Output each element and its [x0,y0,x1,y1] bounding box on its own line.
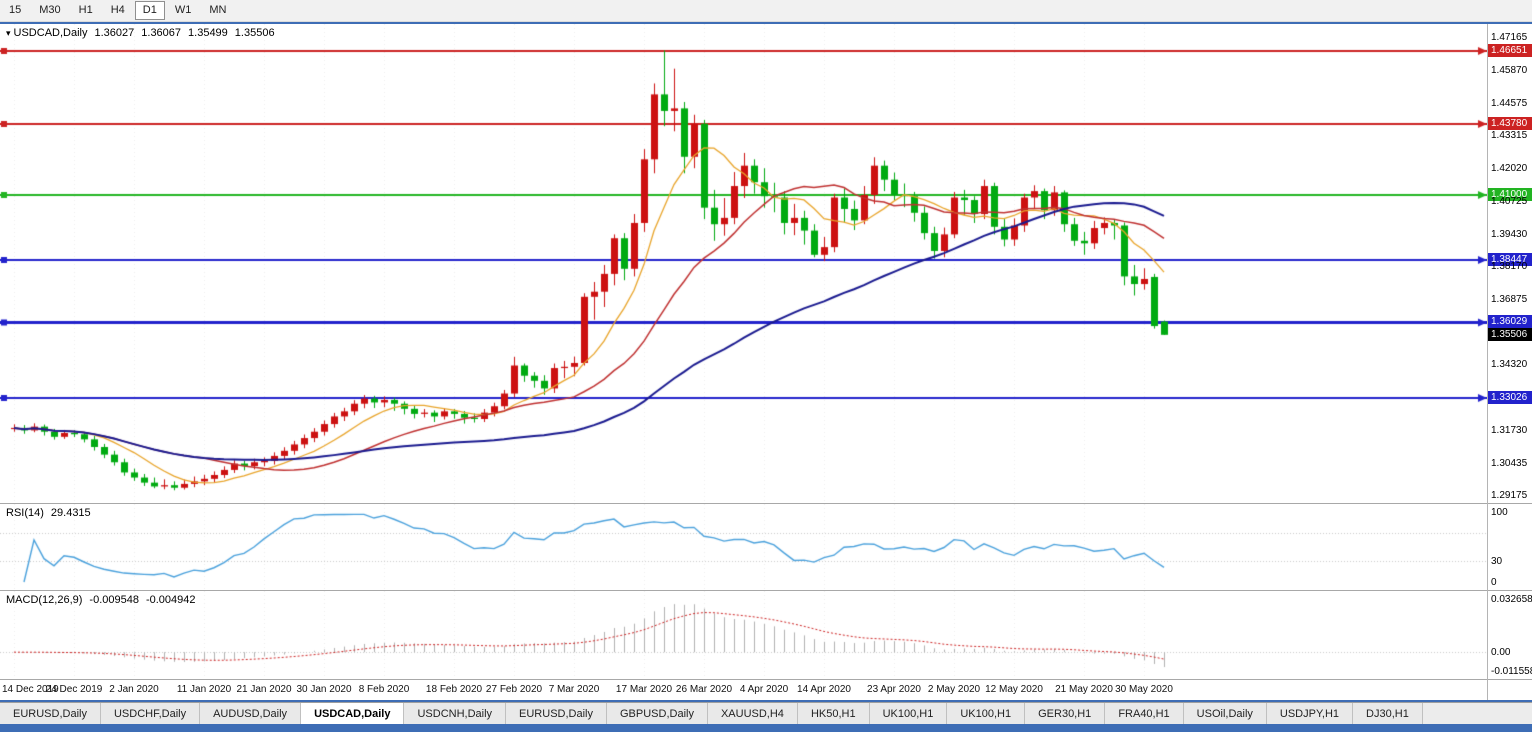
price-axis-separator [1487,24,1488,700]
panel-separator [0,679,1532,680]
macd-canvas[interactable] [0,591,1487,679]
ohlc-open: 1.36027 [94,27,135,39]
price-tick: 1.42020 [1491,162,1528,174]
price-tick: 1.45870 [1491,64,1528,76]
date-label: 14 Dec 2019 [2,684,59,695]
chart-tab-audusd-daily[interactable]: AUDUSD,Daily [200,703,302,724]
macd-scale-tick: 0.032658 [1491,594,1532,605]
price-tick: 1.47165 [1491,32,1528,43]
macd-main-value: -0.009548 [89,594,139,606]
chart-tabs: EURUSD,Daily USDCHF,Daily AUDUSD,Daily USDC… [0,702,1532,724]
date-label: 11 Jan 2020 [176,684,232,695]
price-tick: 1.31730 [1491,424,1528,436]
chart-tab-usdcnh-daily[interactable]: USDCNH,Daily [404,703,507,724]
chart-window-top-border [0,22,1532,24]
date-label: 7 Mar 2020 [548,684,600,695]
price-level-label: 1.33026 [1488,390,1532,404]
chart-title: ▾ USDCAD,Daily 1.36027 1.36067 1.35499 1.3550… [6,27,275,39]
chart-window-bottom-border [0,700,1532,702]
macd-name: MACD(12,26,9) [6,594,83,606]
price-chart-canvas[interactable] [0,24,1487,503]
chart-tab-eurusd-daily[interactable]: EURUSD,Daily [506,703,607,724]
time-axis[interactable]: 14 Dec 2019 24 Dec 2019 2 Jan 2020 11 Jan 2… [0,680,1487,700]
date-label: 18 Feb 2020 [425,684,483,695]
timeframe-button-h1[interactable]: H1 [78,4,93,16]
date-label: 4 Apr 2020 [739,684,789,695]
rsi-name: RSI(14) [6,507,44,519]
chart-symbol: USDCAD,Daily [13,27,88,39]
price-tick: 1.34320 [1491,359,1528,370]
chart-tab-usdcad-daily[interactable]: USDCAD,Daily [301,703,405,724]
timeframe-button-h4[interactable]: H4 [110,4,125,16]
macd-panel: MACD(12,26,9) -0.009548 -0.004942 [0,591,1487,679]
price-tick: 1.39430 [1491,228,1528,240]
panel-separator[interactable] [0,590,1532,591]
date-label: 14 Apr 2020 [797,684,851,695]
date-label: 21 Jan 2020 [236,684,292,695]
chart-tab-uk100-h1[interactable]: UK100,H1 [947,703,1026,724]
price-level-label: 1.36029 [1488,314,1532,328]
price-tick: 1.40725 [1491,195,1528,207]
price-level-label: 1.38447 [1488,252,1532,266]
macd-title: MACD(12,26,9) -0.009548 -0.004942 [6,594,196,606]
chart-tab-gbpusd-daily[interactable]: GBPUSD,Daily [607,703,708,724]
rsi-scale-tick: 0 [1491,577,1497,588]
date-label: 24 Dec 2019 [45,684,103,695]
date-label: 26 Mar 2020 [675,684,733,695]
timeframe-toolbar: 15 M30 H1 H4 D1 W1 MN [0,0,1532,22]
rsi-value: 29.4315 [50,507,91,519]
date-label: 8 Feb 2020 [358,684,410,695]
rsi-scale-tick: 30 [1491,556,1503,567]
date-label: 27 Feb 2020 [485,684,543,695]
rsi-canvas[interactable] [0,504,1487,590]
price-level-label: 1.35506 [1488,327,1532,341]
timeframe-button-d1[interactable]: D1 [134,1,165,20]
date-label: 23 Apr 2020 [867,684,921,695]
window-bottom-strip [0,724,1532,732]
macd-scale-tick: 0.00 [1491,647,1511,659]
timeframe-button-mn[interactable]: MN [209,4,227,16]
chart-tab-hk50-h1[interactable]: HK50,H1 [797,703,870,724]
price-level-label: 1.43780 [1488,117,1532,131]
chart-tab-xauusd-h4[interactable]: XAUUSD,H4 [707,703,798,724]
price-tick: 1.43315 [1491,130,1528,141]
chart-tab-dj30-h1[interactable]: DJ30,H1 [1353,703,1423,724]
ohlc-high: 1.36067 [141,27,182,39]
date-label: 30 Jan 2020 [296,684,352,695]
price-tick: 1.30435 [1491,457,1528,469]
panel-separator[interactable] [0,503,1532,504]
date-label: 30 May 2020 [1115,684,1173,695]
price-level-label: 1.41000 [1488,187,1532,201]
timeframe-button-m30[interactable]: M30 [39,4,61,16]
price-chart-panel: ▾ USDCAD,Daily 1.36027 1.36067 1.35499 1.3550… [0,24,1487,503]
chart-tab-fra40-h1[interactable]: FRA40,H1 [1105,703,1184,724]
price-tick: 1.44575 [1491,97,1528,109]
chart-tab-usdjpy-h1[interactable]: USDJPY,H1 [1266,703,1354,724]
timeframe-button-w1[interactable]: W1 [174,4,192,16]
rsi-panel: RSI(14) 29.4315 [0,504,1487,590]
date-label: 12 May 2020 [985,684,1043,695]
macd-signal-value: -0.004942 [145,594,196,606]
price-tick: 1.29175 [1491,490,1528,501]
symbol-dropdown-icon[interactable]: ▾ [6,28,11,38]
price-tick: 1.38170 [1491,261,1528,272]
date-label: 21 May 2020 [1055,684,1113,695]
chart-tab-usoil-daily[interactable]: USOil,Daily [1183,703,1267,724]
price-tick: 1.36875 [1491,293,1528,305]
macd-scale-tick: -0.011558 [1491,666,1532,677]
chart-tab-usdchf-daily[interactable]: USDCHF,Daily [100,703,201,724]
date-label: 2 Jan 2020 [109,684,159,695]
ohlc-close: 1.35506 [234,27,275,39]
rsi-scale-tick: 100 [1491,507,1508,518]
price-axis[interactable]: 1.47165 1.46651 1.45870 1.44575 1.43780 1.433… [1488,0,1532,732]
chart-tab-eurusd-daily[interactable]: EURUSD,Daily [0,703,101,724]
ohlc-low: 1.35499 [188,27,228,39]
chart-tab-ger30-h1[interactable]: GER30,H1 [1025,703,1106,724]
timeframe-button-15[interactable]: 15 [9,4,22,16]
rsi-title: RSI(14) 29.4315 [6,507,91,519]
date-label: 17 Mar 2020 [615,684,673,695]
date-label: 2 May 2020 [927,684,981,695]
chart-tab-uk100-h1[interactable]: UK100,H1 [869,703,948,724]
price-level-label: 1.46651 [1488,44,1532,58]
